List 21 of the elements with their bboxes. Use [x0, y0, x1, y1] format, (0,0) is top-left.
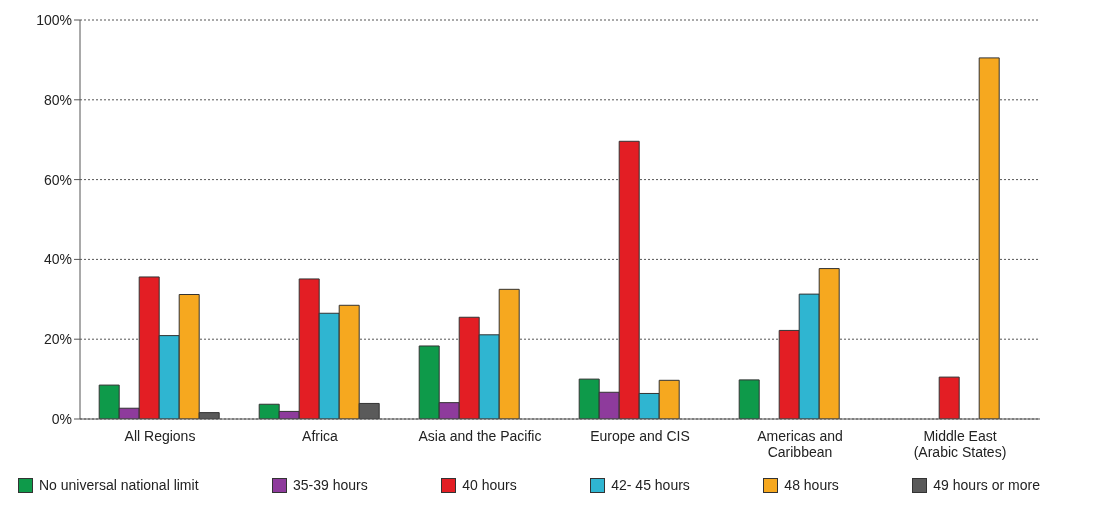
legend-label: 35-39 hours: [293, 477, 368, 493]
bar: [938, 376, 960, 419]
y-tick-label: 100%: [36, 11, 72, 28]
legend-label: No universal national limit: [39, 477, 199, 493]
bar: [738, 379, 760, 419]
x-tick-label: Europe and CIS: [590, 428, 690, 444]
legend-label: 42- 45 hours: [611, 477, 690, 493]
x-tick-label: Africa: [302, 428, 339, 444]
x-tick-label: Middle East (Arabic States): [913, 428, 1007, 460]
y-tick-label: 80%: [43, 91, 72, 108]
x-tick-label: Asia and the Pacific: [418, 428, 542, 444]
x-tick-label: All Regions: [124, 428, 196, 444]
bar: [978, 57, 1000, 419]
legend-label: 40 hours: [462, 477, 517, 493]
legend-label: 49 hours or more: [933, 477, 1040, 493]
legend-label: 48 hours: [784, 477, 839, 493]
y-tick-label: 0%: [51, 410, 72, 427]
y-tick-label: 40%: [43, 251, 72, 268]
y-tick-label: 20%: [43, 331, 72, 348]
y-tick-label: 60%: [43, 171, 72, 188]
x-tick-label: Americas and Caribbean: [757, 428, 843, 460]
